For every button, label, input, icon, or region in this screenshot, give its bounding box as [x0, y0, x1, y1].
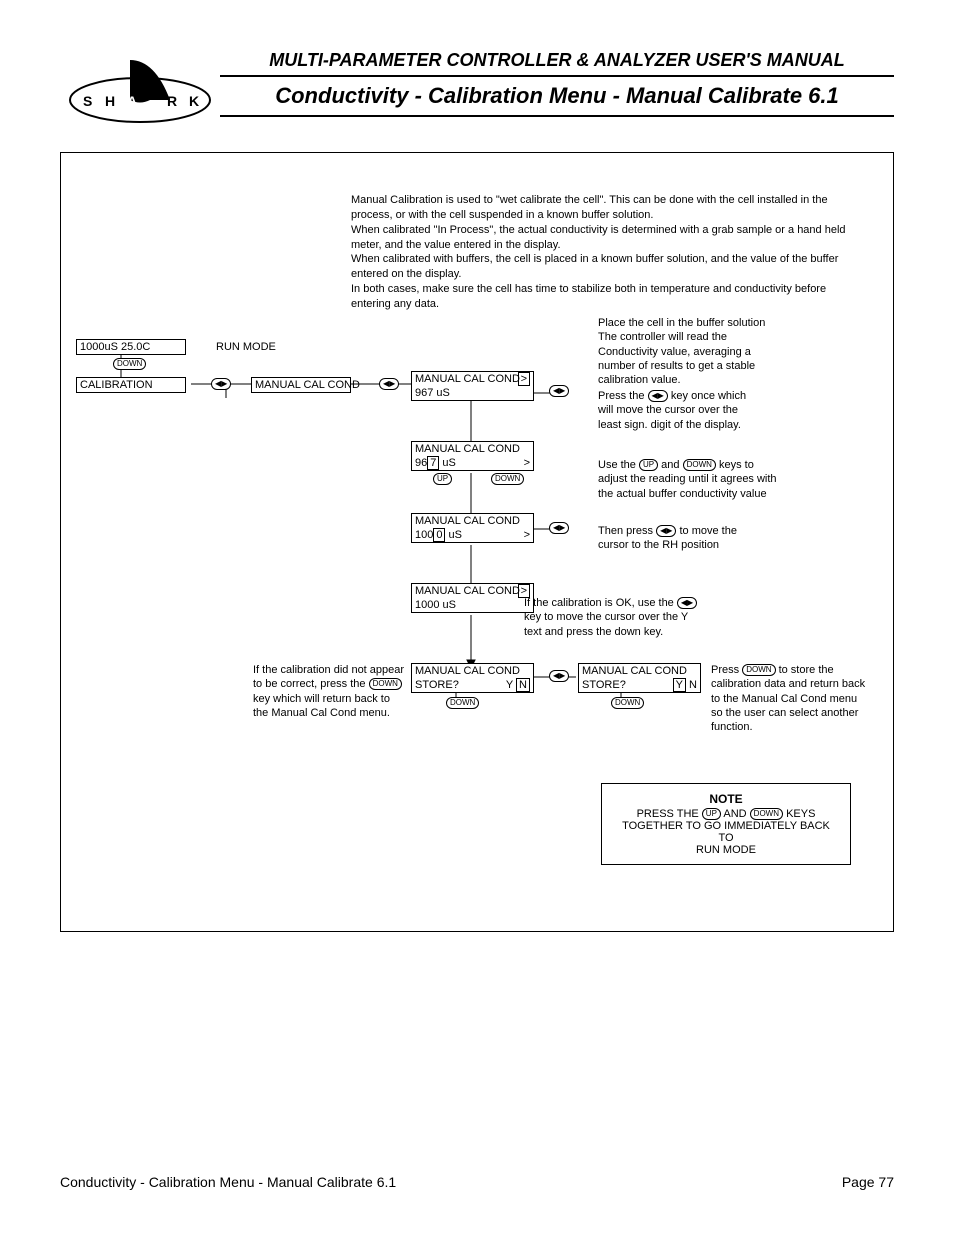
val-1000-hl: 0 — [433, 528, 445, 542]
footer-left: Conductivity - Calibration Menu - Manual… — [60, 1174, 396, 1190]
title-block: MULTI-PARAMETER CONTROLLER & ANALYZER US… — [220, 50, 894, 117]
left-text: If the calibration did not appear to be … — [253, 663, 408, 720]
val-1000: 1000 uS — [415, 599, 456, 611]
down-icon-note: DOWN — [750, 808, 783, 820]
note-line-1: PRESS THE UP AND DOWN KEYS — [616, 808, 836, 820]
up-icon-note: UP — [702, 808, 721, 820]
n1a: PRESS THE — [637, 808, 699, 820]
s5: If the calibration is OK, use the — [524, 597, 674, 609]
cell-store-yn-left: MANUAL CAL COND STORE? Y N — [411, 663, 534, 693]
val-967-post: uS — [439, 457, 456, 469]
side-text-6: Press DOWN to store the calibration data… — [711, 663, 866, 734]
cell-mcc-1000-hl: MANUAL CAL COND 1000 uS > — [411, 513, 534, 543]
s1b: The controller will read the Conductivit… — [598, 331, 755, 386]
shark-logo: S H A R K — [60, 50, 220, 130]
n1c: KEYS — [786, 808, 815, 820]
val-967-pre: 96 — [415, 457, 427, 469]
val-967-hl: 7 — [427, 456, 439, 470]
store-text-2: STORE? — [582, 679, 626, 691]
n-text: N — [689, 679, 697, 691]
cell-mcc-1000: MANUAL CAL COND 1000 uS > — [411, 583, 534, 613]
intro-p3: When calibrated with buffers, the cell i… — [351, 253, 838, 280]
mcc-text: MANUAL CAL COND — [255, 379, 360, 391]
lr-button-icon-5: ◀▶ — [549, 670, 569, 682]
cell-calibration: CALIBRATION — [76, 377, 186, 393]
lr-icon-inline: ◀▶ — [648, 390, 668, 402]
side-text-1: Place the cell in the buffer solution Th… — [598, 316, 768, 387]
down-button-icon-3: DOWN — [446, 697, 479, 709]
down-button-icon-4: DOWN — [611, 697, 644, 709]
svg-text:A: A — [127, 93, 137, 109]
mcc-title: MANUAL CAL COND — [415, 373, 520, 385]
down-button-icon-2: DOWN — [491, 473, 524, 485]
mcc-title-3: MANUAL CAL COND — [415, 515, 520, 527]
run-mode-label: RUN MODE — [216, 340, 276, 354]
lr-icon-inline-3: ◀▶ — [677, 597, 697, 609]
y-text: Y — [506, 679, 513, 691]
cell-mcc-967-hl: MANUAL CAL COND 967 uS > — [411, 441, 534, 471]
down-icon-inline-2: DOWN — [742, 664, 775, 676]
side-text-5: If the calibration is OK, use the ◀▶ key… — [524, 596, 704, 639]
val-967: 967 uS — [415, 387, 450, 399]
val-1000-pre: 100 — [415, 529, 433, 541]
lr-button-icon-3: ◀▶ — [549, 385, 569, 397]
lr-button-icon-4: ◀▶ — [549, 522, 569, 534]
title-2: Conductivity - Calibration Menu - Manual… — [220, 83, 894, 117]
svg-text:K: K — [189, 93, 199, 109]
left-b: key which will return back to the Manual… — [253, 693, 390, 719]
cell-mcc-967: MANUAL CAL COND 967 uS > — [411, 371, 534, 401]
store-text: STORE? — [415, 679, 459, 691]
page-footer: Conductivity - Calibration Menu - Manual… — [60, 1174, 894, 1190]
up-icon-inline: UP — [639, 459, 658, 471]
svg-text:R: R — [167, 93, 177, 109]
lr-icon-inline-2: ◀▶ — [656, 525, 676, 537]
s6a: Press — [711, 664, 739, 676]
side-text-2: Press the ◀▶ key once which will move th… — [598, 389, 758, 432]
up-button-icon: UP — [433, 473, 452, 485]
note-line-3: RUN MODE — [616, 844, 836, 856]
cell-manual-cal-cond: MANUAL CAL COND — [251, 377, 351, 393]
diagram-box: Manual Calibration is used to "wet calib… — [60, 152, 894, 932]
s2a: Press the — [598, 390, 644, 402]
mcc-title-4: MANUAL CAL COND — [415, 585, 520, 597]
s3b: and — [661, 459, 679, 471]
run-value: 1000uS 25.0C — [80, 341, 150, 353]
intro-p4: In both cases, make sure the cell has ti… — [351, 283, 826, 310]
intro-p2: When calibrated "In Process", the actual… — [351, 224, 846, 251]
intro-p1: Manual Calibration is used to "wet calib… — [351, 194, 828, 221]
mcc-title-2: MANUAL CAL COND — [415, 443, 520, 455]
s4a: Then press — [598, 525, 653, 537]
lr-button-icon-2: ◀▶ — [379, 378, 399, 390]
mcc-title-5: MANUAL CAL COND — [415, 665, 520, 677]
calibration-text: CALIBRATION — [80, 379, 153, 391]
mcc-title-6: MANUAL CAL COND — [582, 665, 687, 677]
page: S H A R K MULTI-PARAMETER CONTROLLER & A… — [0, 0, 954, 1235]
down-button-icon: DOWN — [113, 358, 146, 370]
s1a: Place the cell in the buffer solution — [598, 317, 765, 329]
intro-text: Manual Calibration is used to "wet calib… — [351, 193, 851, 312]
footer-right: Page 77 — [842, 1174, 894, 1190]
note-line-2: TOGETHER TO GO IMMEDIATELY BACK TO — [616, 820, 836, 844]
s3a: Use the — [598, 459, 636, 471]
side-text-4: Then press ◀▶ to move the cursor to the … — [598, 524, 768, 553]
s5b: key to move the cursor over the Y text a… — [524, 611, 688, 637]
page-header: S H A R K MULTI-PARAMETER CONTROLLER & A… — [60, 50, 894, 130]
note-box: NOTE PRESS THE UP AND DOWN KEYS TOGETHER… — [601, 783, 851, 865]
title-1: MULTI-PARAMETER CONTROLLER & ANALYZER US… — [220, 50, 894, 77]
n-box: N — [516, 678, 530, 692]
down-icon-inline-3: DOWN — [369, 678, 402, 690]
svg-text:H: H — [105, 93, 115, 109]
val-1000-post: uS — [445, 529, 462, 541]
cell-run-mode: 1000uS 25.0C — [76, 339, 186, 355]
cell-store-yn-right: MANUAL CAL COND STORE? Y N — [578, 663, 701, 693]
y-box: Y — [673, 678, 686, 692]
down-icon-inline: DOWN — [683, 459, 716, 471]
lr-button-icon: ◀▶ — [211, 378, 231, 390]
n1b: AND — [723, 808, 746, 820]
side-text-3: Use the UP and DOWN keys to adjust the r… — [598, 458, 778, 501]
note-title: NOTE — [616, 792, 836, 806]
svg-text:S: S — [83, 93, 92, 109]
